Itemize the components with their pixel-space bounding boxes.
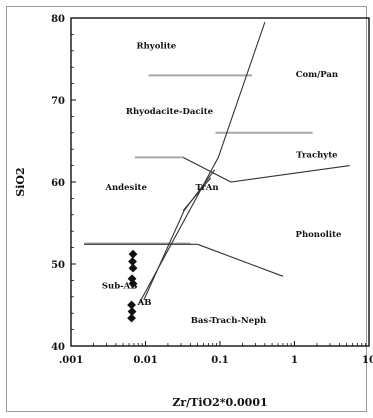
field-label: AB (137, 298, 152, 308)
y-tick-label: 60 (51, 178, 65, 189)
x-tick-label: 0.01 (133, 355, 157, 366)
data-points (127, 249, 138, 323)
chart-frame (6, 6, 367, 412)
boundary-tran-bas-divider (197, 243, 284, 277)
field-label: Andesite (104, 183, 147, 193)
field-label: Phonolite (296, 230, 342, 240)
axis-ticks: .001 0.01 0.1 1 10 40 50 60 70 80 (51, 14, 373, 366)
field-label: Rhyodacite-Dacite (126, 107, 214, 117)
field-label: Trachyte (296, 150, 338, 160)
field-label: TrAn (196, 183, 219, 193)
boundary-main-diagonal (137, 21, 266, 306)
field-boundaries (84, 21, 350, 306)
field-labels: Rhyolite Com/Pan Rhyodacite-Dacite Trachyte… (102, 41, 342, 326)
data-point (128, 279, 138, 289)
x-tick-label: 1 (291, 355, 298, 366)
field-label: Sub-AB (102, 282, 138, 292)
field-label: Bas-Trach-Neph (191, 316, 266, 326)
data-point (128, 249, 138, 259)
boundary-ab-inner-line (143, 169, 216, 301)
x-tick-label: .001 (59, 355, 83, 366)
boundary-andesite-tran-upper (182, 156, 350, 183)
data-point (128, 263, 138, 273)
y-tick-label: 70 (51, 96, 65, 107)
y-axis-label: SiO2 (14, 167, 27, 196)
x-tick-label: 10 (362, 355, 373, 366)
field-label: Rhyolite (137, 41, 177, 51)
data-point (127, 313, 136, 323)
y-tick-label: 80 (51, 14, 65, 25)
x-axis-label: Zr/TiO2*0.0001 (172, 396, 267, 409)
y-tick-label: 40 (51, 342, 65, 353)
field-label: Com/Pan (296, 70, 338, 80)
plot-area-box (70, 17, 370, 347)
y-tick-label: 50 (51, 260, 65, 271)
x-tick-label: 0.1 (211, 355, 228, 366)
